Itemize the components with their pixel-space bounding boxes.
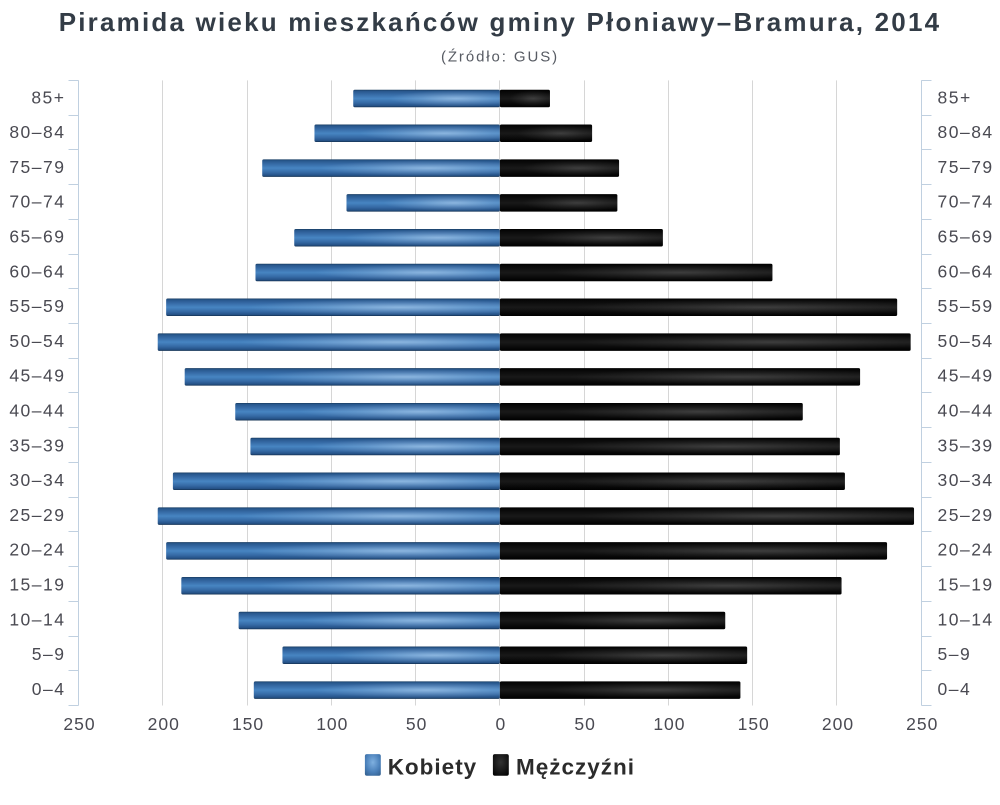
svg-text:50–54: 50–54 bbox=[938, 331, 994, 351]
svg-text:250: 250 bbox=[63, 714, 95, 734]
svg-text:0: 0 bbox=[496, 714, 507, 734]
svg-text:10–14: 10–14 bbox=[9, 609, 65, 629]
svg-text:80–84: 80–84 bbox=[938, 122, 994, 142]
svg-text:40–44: 40–44 bbox=[9, 401, 65, 421]
svg-text:45–49: 45–49 bbox=[9, 366, 65, 386]
svg-text:0–4: 0–4 bbox=[938, 679, 972, 699]
svg-text:55–59: 55–59 bbox=[9, 296, 65, 316]
svg-text:80–84: 80–84 bbox=[9, 122, 65, 142]
svg-text:50: 50 bbox=[406, 714, 427, 734]
svg-text:200: 200 bbox=[148, 714, 180, 734]
svg-text:20–24: 20–24 bbox=[9, 540, 65, 560]
svg-text:85+: 85+ bbox=[31, 87, 65, 107]
svg-text:70–74: 70–74 bbox=[9, 192, 65, 212]
svg-text:85+: 85+ bbox=[938, 87, 972, 107]
svg-text:15–19: 15–19 bbox=[938, 575, 994, 595]
svg-text:15–19: 15–19 bbox=[9, 575, 65, 595]
svg-text:Mężczyźni: Mężczyźni bbox=[516, 755, 635, 780]
svg-text:200: 200 bbox=[822, 714, 854, 734]
svg-text:10–14: 10–14 bbox=[938, 609, 994, 629]
svg-text:25–29: 25–29 bbox=[938, 505, 994, 525]
svg-text:20–24: 20–24 bbox=[938, 540, 994, 560]
svg-text:0–4: 0–4 bbox=[32, 679, 66, 699]
svg-text:100: 100 bbox=[653, 714, 685, 734]
svg-text:75–79: 75–79 bbox=[938, 157, 994, 177]
svg-text:50: 50 bbox=[574, 714, 595, 734]
svg-text:25–29: 25–29 bbox=[9, 505, 65, 525]
svg-text:60–64: 60–64 bbox=[938, 261, 994, 281]
svg-text:150: 150 bbox=[232, 714, 264, 734]
svg-text:50–54: 50–54 bbox=[9, 331, 65, 351]
svg-text:70–74: 70–74 bbox=[938, 192, 994, 212]
svg-text:40–44: 40–44 bbox=[938, 401, 994, 421]
svg-text:65–69: 65–69 bbox=[938, 227, 994, 247]
svg-text:250: 250 bbox=[906, 714, 938, 734]
svg-text:55–59: 55–59 bbox=[938, 296, 994, 316]
svg-text:30–34: 30–34 bbox=[9, 470, 65, 490]
svg-text:Kobiety: Kobiety bbox=[388, 755, 478, 780]
svg-text:75–79: 75–79 bbox=[9, 157, 65, 177]
svg-text:35–39: 35–39 bbox=[938, 435, 994, 455]
svg-text:Piramida wieku mieszkańców gmi: Piramida wieku mieszkańców gminy Płoniaw… bbox=[59, 7, 942, 37]
svg-text:45–49: 45–49 bbox=[938, 366, 994, 386]
svg-text:60–64: 60–64 bbox=[9, 261, 65, 281]
svg-text:5–9: 5–9 bbox=[32, 644, 66, 664]
svg-text:(Źródło: GUS): (Źródło: GUS) bbox=[441, 49, 559, 66]
svg-text:65–69: 65–69 bbox=[9, 227, 65, 247]
svg-text:150: 150 bbox=[738, 714, 770, 734]
svg-text:100: 100 bbox=[316, 714, 348, 734]
svg-text:35–39: 35–39 bbox=[9, 435, 65, 455]
svg-text:30–34: 30–34 bbox=[938, 470, 994, 490]
svg-text:5–9: 5–9 bbox=[938, 644, 972, 664]
